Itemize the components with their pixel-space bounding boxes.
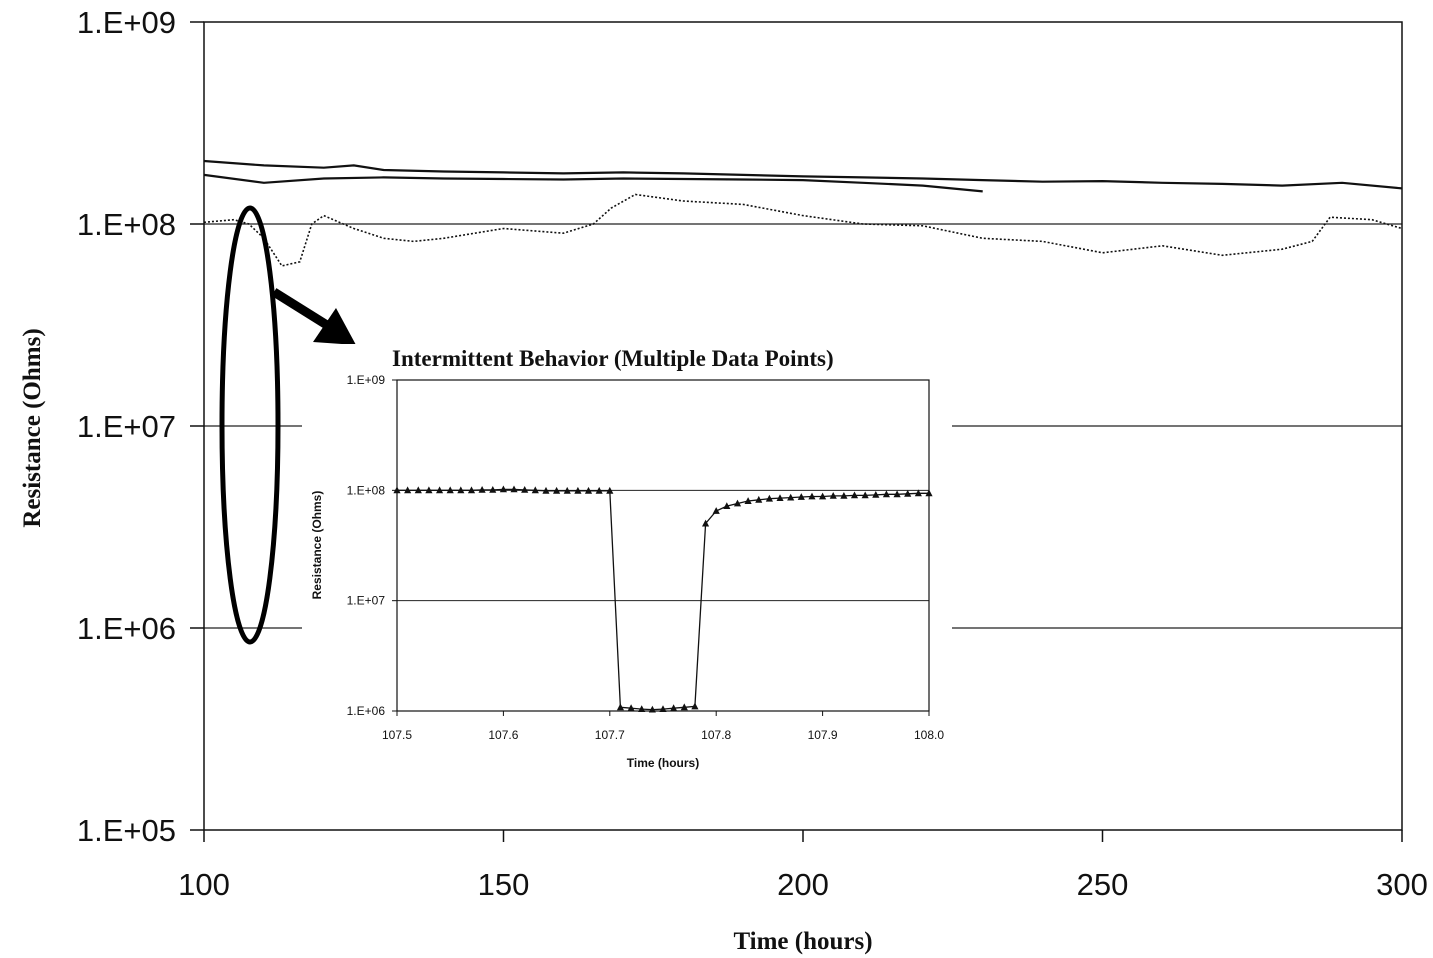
main-x-tick-label: 150 — [478, 867, 530, 902]
inset-data-point — [733, 499, 742, 507]
inset-y-tick-label: 1.E+06 — [347, 704, 386, 718]
main-y-tick-label: 1.E+07 — [77, 409, 176, 444]
inset-data-point — [797, 493, 805, 500]
main-y-axis-title: Resistance (Ohms) — [19, 328, 46, 527]
inset-data-point — [808, 492, 816, 500]
inset-data-point — [489, 486, 497, 493]
inset-data-point — [840, 492, 848, 499]
inset-data-point — [574, 486, 582, 494]
main-x-tick-label: 200 — [777, 867, 829, 902]
inset-data-point — [904, 489, 912, 497]
inset-data-point — [457, 486, 465, 494]
inset-y-tick-group: 1.E+06 1.E+07 1.E+08 1.E+09 — [347, 373, 397, 718]
inset-data-point — [744, 497, 752, 504]
inset-data-point — [914, 489, 922, 497]
inset-y-tick-label: 1.E+09 — [347, 373, 386, 387]
inset-data-point — [563, 486, 571, 494]
inset-data-point — [595, 486, 603, 494]
inset-data-point — [606, 486, 614, 494]
main-x-tick-label: 250 — [1077, 867, 1129, 902]
inset-data-point — [893, 490, 901, 498]
main-x-tick-label: 100 — [178, 867, 230, 902]
main-series-line-3 — [203, 193, 1403, 267]
inset-data-point — [882, 490, 890, 498]
inset-x-tick-label: 107.6 — [488, 728, 518, 742]
inset-x-tick-label: 107.5 — [382, 728, 412, 742]
inset-data-point — [755, 495, 763, 503]
inset-data-point — [776, 494, 784, 501]
main-y-tick-label: 1.E+09 — [77, 5, 176, 40]
inset-data-point — [436, 486, 444, 494]
inset-x-tick-label: 107.8 — [701, 728, 731, 742]
inset-y-tick-label: 1.E+07 — [347, 594, 386, 608]
inset-background — [302, 344, 952, 776]
inset-data-point — [531, 486, 539, 494]
main-x-axis-title: Time (hours) — [733, 928, 872, 955]
inset-data-point — [691, 702, 699, 710]
main-y-tick-group: 1.E+05 1.E+06 1.E+07 1.E+08 1.E+09 — [77, 5, 204, 848]
inset-data-point — [584, 486, 593, 494]
inset-data-point — [670, 704, 678, 712]
inset-data-point — [765, 494, 773, 502]
main-y-tick-label: 1.E+08 — [77, 207, 176, 242]
inset-data-point — [425, 486, 433, 494]
inset-data-point — [478, 486, 486, 493]
inset-data-point — [521, 486, 529, 493]
inset-data-point — [446, 486, 454, 494]
inset-plot-frame — [396, 379, 930, 712]
inset-data-point — [616, 703, 624, 711]
inset-series-group — [393, 485, 933, 713]
inset-data-point — [553, 486, 561, 494]
inset-y-axis-title: Resistance (Ohms) — [310, 491, 324, 600]
inset-data-point — [819, 492, 827, 500]
inset-data-point — [861, 491, 869, 499]
inset-data-point — [627, 704, 635, 712]
main-x-tick-label: 300 — [1376, 867, 1428, 902]
callout-arrow — [271, 288, 356, 345]
inset-data-point — [723, 502, 731, 509]
inset-data-point — [787, 493, 795, 501]
inset-x-axis-title: Time (hours) — [627, 756, 699, 770]
main-series-line-1 — [203, 159, 1403, 190]
inset-data-point — [712, 507, 720, 514]
inset-data-point — [414, 486, 422, 494]
inset-x-tick-label: 108.0 — [914, 728, 944, 742]
inset-data-point — [638, 705, 646, 712]
inset-x-tick-group: 107.5 107.6 107.7 107.8 107.9 108.0 — [382, 711, 944, 742]
inset-data-point — [542, 486, 550, 494]
inset-title: Intermittent Behavior (Multiple Data Poi… — [392, 346, 834, 371]
inset-data-point — [659, 705, 667, 712]
main-y-tick-label: 1.E+05 — [77, 813, 176, 848]
inset-data-point — [404, 486, 412, 494]
inset-data-point — [702, 519, 710, 527]
main-y-tick-label: 1.E+06 — [77, 611, 176, 646]
main-x-tick-group: 100 150 200 250 300 — [178, 830, 1428, 902]
main-series-group — [203, 159, 1403, 267]
inset-data-point — [499, 485, 507, 493]
inset-data-point — [467, 486, 476, 494]
inset-data-point — [829, 492, 837, 499]
main-series-line-2 — [203, 173, 983, 193]
inset-data-point — [510, 485, 518, 493]
inset-data-point — [850, 491, 859, 499]
inset-y-tick-label: 1.E+08 — [347, 483, 386, 497]
inset-data-point — [872, 491, 880, 498]
highlight-ellipse — [219, 205, 281, 645]
inset-data-point — [680, 703, 688, 711]
inset-x-tick-label: 107.7 — [595, 728, 625, 742]
inset-x-tick-label: 107.9 — [808, 728, 838, 742]
